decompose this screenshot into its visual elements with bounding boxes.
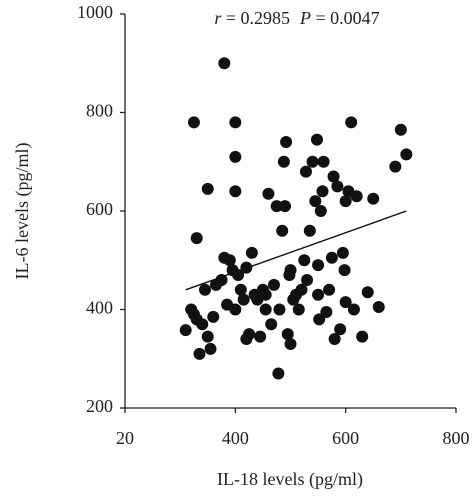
- point: [339, 195, 352, 208]
- point: [223, 254, 236, 267]
- y-axis-label: IL-6 levels (pg/ml): [12, 143, 33, 280]
- point: [284, 337, 297, 350]
- point: [389, 160, 402, 173]
- point: [295, 283, 308, 296]
- point: [356, 330, 369, 343]
- point: [298, 254, 311, 267]
- point: [336, 246, 349, 259]
- x-tick-label: 800: [443, 428, 470, 448]
- point: [331, 180, 344, 193]
- point: [361, 286, 374, 299]
- point: [259, 288, 272, 301]
- point: [265, 318, 278, 331]
- y-tick-label: 600: [86, 199, 113, 219]
- point: [328, 333, 341, 346]
- point: [334, 323, 347, 336]
- point: [196, 318, 209, 331]
- point: [240, 333, 253, 346]
- point: [201, 330, 214, 343]
- point: [270, 200, 283, 213]
- point: [323, 283, 336, 296]
- point: [229, 150, 242, 163]
- annotation: P = 0.0047: [299, 8, 380, 28]
- point: [272, 367, 285, 380]
- point: [313, 313, 326, 326]
- point: [262, 187, 275, 200]
- x-tick-label: 600: [332, 428, 359, 448]
- point: [179, 324, 192, 337]
- point: [312, 288, 325, 301]
- point: [193, 347, 206, 360]
- x-axis-label: IL-18 levels (pg/ml): [217, 469, 363, 490]
- point: [280, 136, 293, 149]
- point: [317, 155, 330, 168]
- point: [338, 264, 351, 277]
- point: [267, 278, 280, 291]
- point: [218, 57, 231, 70]
- point: [320, 305, 333, 318]
- point: [273, 303, 286, 316]
- point: [229, 116, 242, 129]
- point: [229, 303, 242, 316]
- point: [198, 283, 211, 296]
- point: [372, 301, 385, 314]
- point: [367, 192, 380, 205]
- point: [234, 283, 247, 296]
- point: [201, 182, 214, 195]
- point: [316, 185, 329, 198]
- point: [207, 310, 220, 323]
- point: [229, 185, 242, 198]
- point: [312, 259, 325, 272]
- point: [301, 273, 314, 286]
- point: [314, 205, 327, 217]
- x-tick-label: 20: [116, 428, 134, 448]
- annotation: r = 0.2985: [214, 8, 290, 28]
- point: [299, 165, 312, 178]
- point: [259, 303, 272, 316]
- y-tick-label: 200: [86, 396, 113, 416]
- fit-line: [185, 210, 407, 291]
- point: [215, 273, 228, 286]
- point: [347, 303, 360, 316]
- point: [292, 303, 305, 316]
- point: [277, 155, 290, 168]
- x-tick-label: 400: [222, 428, 249, 448]
- point: [281, 328, 294, 341]
- point: [284, 264, 297, 277]
- y-tick-label: 1000: [77, 2, 113, 22]
- point: [237, 293, 250, 306]
- point: [350, 190, 363, 203]
- point: [306, 155, 319, 168]
- point: [204, 342, 217, 355]
- point: [400, 148, 413, 161]
- point: [339, 296, 352, 309]
- point: [309, 195, 322, 208]
- point: [190, 232, 203, 245]
- y-tick-label: 800: [86, 101, 113, 121]
- point: [303, 224, 316, 237]
- point: [394, 123, 407, 136]
- point: [310, 133, 323, 146]
- point: [325, 251, 338, 264]
- point: [345, 116, 358, 129]
- y-tick-label: 400: [86, 298, 113, 318]
- point: [327, 170, 340, 183]
- point: [278, 200, 291, 213]
- point: [245, 246, 258, 259]
- point: [276, 224, 289, 237]
- point: [187, 116, 200, 129]
- point: [254, 330, 267, 343]
